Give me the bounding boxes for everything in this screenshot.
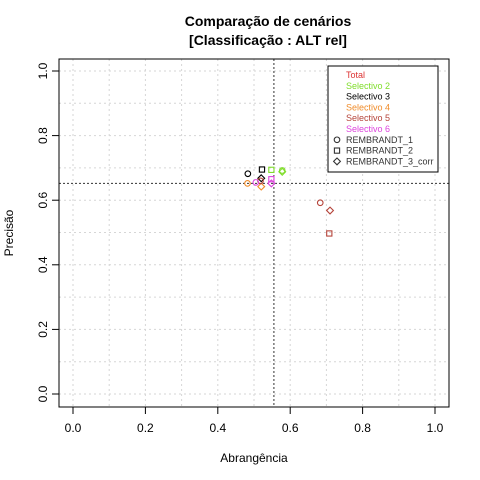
data-point-circle [252, 179, 260, 186]
legend-entry: REMBRANDT_1 [346, 135, 413, 145]
data-point-diamond [257, 174, 266, 183]
legend-entry: Selectivo 5 [346, 113, 390, 123]
y-tick-label: 0.2 [36, 321, 50, 338]
x-tick-label: 0.4 [209, 421, 226, 435]
x-axis: 0.0 0.2 0.4 0.6 0.8 1.0 [65, 407, 444, 435]
legend-marker-circle [333, 136, 341, 144]
legend-box [327, 65, 439, 173]
legend-entry: Selectivo 3 [346, 92, 390, 102]
x-tick-label: 1.0 [427, 421, 444, 435]
y-axis: 0.0 0.2 0.4 0.6 0.8 1.0 [36, 62, 59, 402]
data-points [244, 166, 335, 237]
legend-entry: REMBRANDT_3_corr [346, 156, 434, 166]
y-tick-label: 0.6 [36, 192, 50, 209]
x-axis-label: Abrangência [220, 451, 288, 465]
x-tick-label: 0.6 [282, 421, 299, 435]
y-tick-label: 1.0 [36, 62, 50, 79]
chart-title-line-1: Comparação de cenários [185, 13, 352, 29]
data-point-diamond [267, 179, 276, 188]
chart-title-line-2: [Classificação : ALT rel] [189, 32, 347, 48]
data-point-square [326, 230, 333, 237]
data-point-circle [244, 180, 251, 187]
y-tick-label: 0.8 [36, 127, 50, 144]
legend-entry: REMBRANDT_2 [346, 146, 413, 156]
legend-entry: Total [346, 70, 365, 80]
grid-lines [59, 59, 449, 407]
x-tick-label: 0.8 [354, 421, 371, 435]
x-tick-label: 0.2 [137, 421, 154, 435]
legend-entry: Selectivo 4 [346, 102, 390, 112]
data-point-square [258, 166, 266, 173]
y-axis-label: Precisão [2, 209, 16, 256]
x-tick-label: 0.0 [65, 421, 82, 435]
data-point-square [268, 176, 275, 183]
legend-entry: Selectivo 2 [346, 81, 390, 91]
data-point-diamond [278, 167, 287, 176]
legend-marker-square [333, 147, 341, 154]
legend-marker-diamond [332, 157, 342, 166]
y-tick-label: 0.0 [36, 385, 50, 402]
y-tick-label: 0.4 [36, 256, 50, 273]
data-point-circle [244, 170, 252, 178]
data-point-circle [316, 199, 324, 207]
data-point-diamond [257, 182, 266, 191]
plot-frame [58, 58, 450, 408]
legend-entry: Selectivo 6 [346, 124, 390, 134]
reference-lines [59, 59, 449, 407]
data-point-diamond [325, 206, 335, 215]
data-point-square [268, 166, 275, 173]
